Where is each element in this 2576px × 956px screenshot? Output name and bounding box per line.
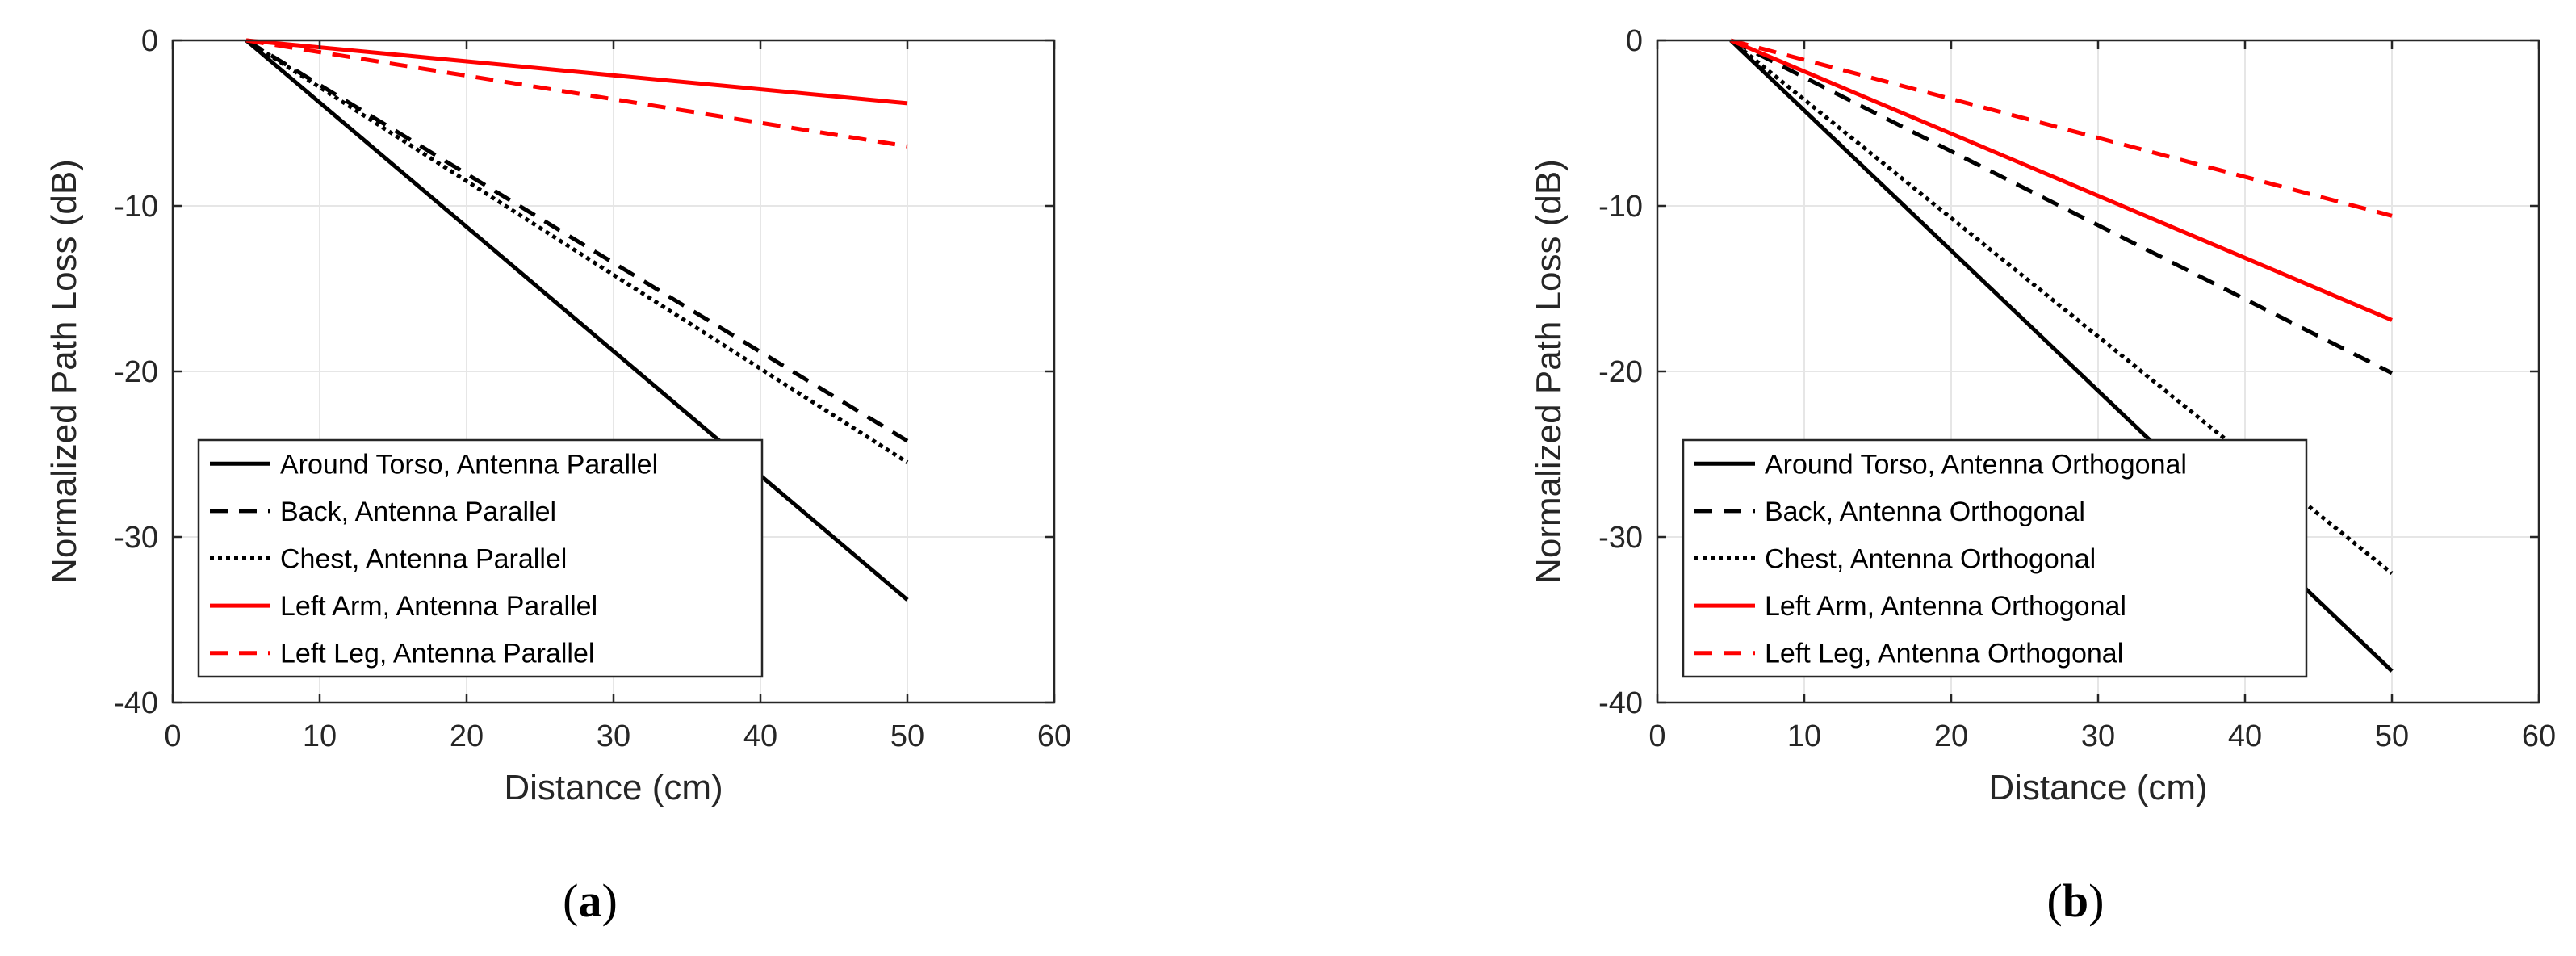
series-line-4	[1730, 38, 2393, 322]
legend-label-5: Left Leg, Antenna Parallel	[280, 639, 594, 669]
x-tick-label: 20	[450, 719, 484, 753]
y-tick-label: -20	[114, 355, 158, 389]
legend-label-3: Chest, Antenna Orthogonal	[1765, 544, 2096, 575]
legend-label-1: Around Torso, Antenna Parallel	[280, 449, 658, 480]
x-tick-label: 50	[890, 719, 924, 753]
legend-label-3: Chest, Antenna Parallel	[280, 544, 567, 575]
x-tick-label: 10	[303, 719, 337, 753]
series-line-2	[1729, 38, 2394, 375]
legend-label-2: Back, Antenna Orthogonal	[1765, 497, 2085, 527]
chart-panel-b: 0 10 20 30 40 50 60 0 -10 -20 -30 -40 Distance (cm) N…	[1529, 24, 2556, 927]
x-tick-label: 30	[597, 719, 630, 753]
y-tick-label: 0	[141, 24, 158, 58]
legend-label-4: Left Arm, Antenna Parallel	[280, 591, 597, 622]
legend-label-2: Back, Antenna Parallel	[280, 497, 556, 527]
panel-label: (a)	[563, 874, 618, 927]
y-axis-label: Normalized Path Loss (dB)	[1529, 159, 1569, 584]
y-tick-label: -10	[1598, 190, 1643, 224]
x-axis-label: Distance (cm)	[504, 768, 723, 807]
y-tick-label: -30	[114, 521, 158, 555]
y-tick-label: -20	[1598, 355, 1643, 389]
y-axis-label: Normalized Path Loss (dB)	[44, 159, 84, 584]
x-axis-label: Distance (cm)	[1988, 768, 2207, 807]
legend-label-1: Around Torso, Antenna Orthogonal	[1765, 449, 2187, 480]
series-group	[245, 38, 909, 602]
series-line-5	[245, 38, 908, 149]
series-line-3	[245, 38, 909, 464]
x-tick-label: 30	[2081, 719, 2115, 753]
x-tick-label: 60	[2522, 719, 2556, 753]
x-tick-label: 40	[2228, 719, 2262, 753]
y-tick-label: -30	[1598, 521, 1643, 555]
series-line-4	[245, 38, 908, 106]
series-line-5	[1730, 38, 2393, 218]
series-line-1	[245, 39, 909, 602]
x-tick-label: 10	[1787, 719, 1821, 753]
legend-box	[1682, 438, 2308, 678]
chart-panel-a: 0 10 20 30 40 50 60 0 -10 -20 -30 -40 Distance (cm) N…	[44, 24, 1071, 927]
x-tick-label: 60	[1037, 719, 1071, 753]
y-tick-label: 0	[1626, 24, 1643, 58]
x-tick-label: 20	[1934, 719, 1968, 753]
legend-label-5: Left Leg, Antenna Orthogonal	[1765, 639, 2123, 669]
x-tick-label: 40	[743, 719, 777, 753]
legend-box	[197, 438, 764, 678]
x-tick-label: 0	[164, 719, 181, 753]
y-tick-label: -40	[114, 686, 158, 720]
x-tick-label: 0	[1648, 719, 1665, 753]
y-tick-label: -40	[1598, 686, 1643, 720]
legend: Around Torso, Antenna Orthogonal Back, An…	[1682, 438, 2308, 678]
legend: Around Torso, Antenna Parallel Back, Ante…	[197, 438, 764, 678]
panel-label: (b)	[2047, 874, 2105, 927]
x-tick-label: 50	[2375, 719, 2409, 753]
series-line-2	[245, 38, 909, 443]
legend-label-4: Left Arm, Antenna Orthogonal	[1765, 591, 2126, 622]
y-tick-label: -10	[114, 190, 158, 224]
